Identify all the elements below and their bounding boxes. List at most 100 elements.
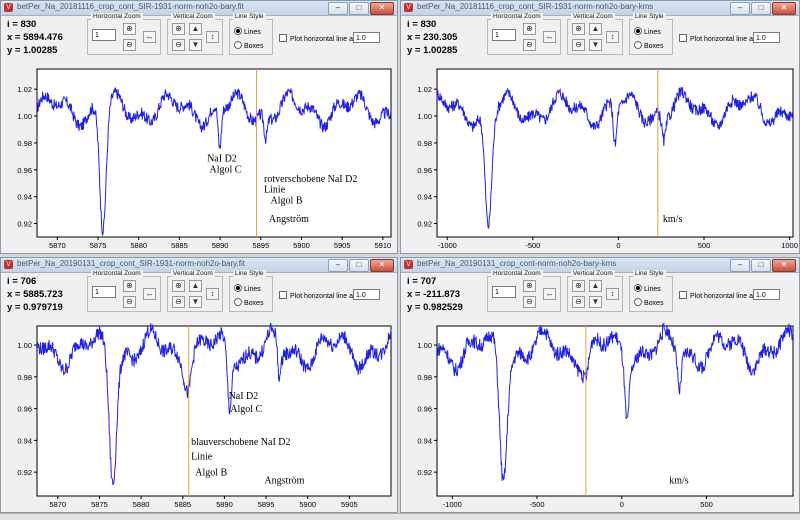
spectrum-plot[interactable]: 0.92 0.94 0.96 0.98 1.00 1.02 5870 5875 5880 5885…: [1, 63, 397, 253]
fit-width-icon[interactable]: ↔: [543, 288, 556, 300]
app-icon: V: [404, 260, 413, 269]
shift-down-icon[interactable]: ▼: [589, 296, 602, 308]
plot-line-input[interactable]: 1.0: [353, 32, 380, 43]
lines-radio[interactable]: Lines: [234, 284, 261, 293]
plot-frame: [36, 68, 392, 238]
line-style-group: Line Style Lines Boxes: [629, 270, 673, 312]
fit-height-icon[interactable]: ↕: [206, 288, 219, 300]
vertical-zoom-label: Vertical Zoom: [571, 13, 615, 20]
boxes-radio[interactable]: Boxes: [634, 41, 663, 50]
spectrum-plot[interactable]: 0.92 0.94 0.96 0.98 1.00 -1000 -500 0 500 km/s: [401, 320, 799, 512]
spectrum-plot[interactable]: 0.92 0.94 0.96 0.98 1.00 5870 5875 5880 5885 5890…: [1, 320, 397, 512]
vzoom-out-icon[interactable]: ⊖: [572, 39, 585, 51]
window-titlebar[interactable]: V betPer_Na_20190131_crop_cont_SIR-1931-…: [1, 258, 397, 273]
vzoom-out-icon[interactable]: ⊖: [172, 296, 185, 308]
line-style-group: Line Style Lines Boxes: [229, 270, 273, 312]
plot-line-label: Plot horizontal line at y =: [690, 293, 767, 300]
boxes-radio[interactable]: Boxes: [634, 298, 663, 307]
plot-line-input[interactable]: 1.0: [353, 289, 380, 300]
y-readout: y = 0.982529: [407, 302, 463, 313]
lines-radio[interactable]: Lines: [634, 284, 661, 293]
horizontal-zoom-input[interactable]: 1: [492, 286, 516, 298]
shift-down-icon[interactable]: ▼: [589, 39, 602, 51]
vzoom-out-icon[interactable]: ⊖: [572, 296, 585, 308]
horizontal-zoom-group: Horizontal Zoom 1 ⊕ ⊖ ↔: [87, 13, 161, 55]
close-button[interactable]: ✕: [370, 259, 394, 272]
plot-line-checkbox[interactable]: Plot horizontal line at y =: [279, 291, 366, 300]
x-tick-label: 5885: [171, 241, 188, 250]
x-tick-label: 5880: [133, 500, 150, 509]
zoom-out-icon[interactable]: ⊖: [123, 39, 136, 51]
zoom-out-icon[interactable]: ⊖: [523, 296, 536, 308]
checkbox-icon: [279, 291, 287, 299]
boxes-radio[interactable]: Boxes: [234, 41, 263, 50]
fit-width-icon[interactable]: ↔: [143, 31, 156, 43]
zoom-in-icon[interactable]: ⊕: [123, 23, 136, 35]
close-button[interactable]: ✕: [772, 259, 796, 272]
close-button[interactable]: ✕: [772, 2, 796, 15]
horizontal-zoom-label: Horizontal Zoom: [491, 270, 543, 277]
x-tick-label: 5885: [174, 500, 191, 509]
plot-line-checkbox[interactable]: Plot horizontal line at y =: [279, 34, 366, 43]
y-tick-label: 0.96: [17, 405, 32, 414]
shift-down-icon[interactable]: ▼: [189, 296, 202, 308]
minimize-button[interactable]: –: [328, 2, 348, 15]
fit-height-icon[interactable]: ↕: [606, 288, 619, 300]
lines-radio[interactable]: Lines: [634, 27, 661, 36]
vzoom-in-icon[interactable]: ⊕: [172, 23, 185, 35]
radio-dot-icon: [234, 27, 242, 35]
zoom-out-icon[interactable]: ⊖: [123, 296, 136, 308]
horizontal-zoom-input[interactable]: 1: [92, 286, 116, 298]
plot-line-checkbox[interactable]: Plot horizontal line at y =: [679, 291, 766, 300]
boxes-label: Boxes: [244, 43, 264, 50]
maximize-button[interactable]: □: [349, 2, 369, 15]
fit-height-icon[interactable]: ↕: [606, 31, 619, 43]
vzoom-in-icon[interactable]: ⊕: [172, 280, 185, 292]
lines-radio[interactable]: Lines: [234, 27, 261, 36]
vzoom-in-icon[interactable]: ⊕: [572, 280, 585, 292]
zoom-out-icon[interactable]: ⊖: [523, 39, 536, 51]
shift-down-icon[interactable]: ▼: [189, 39, 202, 51]
zoom-in-icon[interactable]: ⊕: [523, 280, 536, 292]
annotation-text: km/s: [663, 214, 683, 225]
line-style-label: Line Style: [633, 270, 666, 277]
status-bar: [0, 513, 800, 520]
y-tick-label: 0.98: [17, 139, 32, 148]
vertical-zoom-label: Vertical Zoom: [171, 270, 215, 277]
minimize-button[interactable]: –: [730, 259, 750, 272]
window-titlebar[interactable]: V betPer_Na_20181116_crop_cont_SIR-1931-…: [401, 1, 799, 16]
spectrum-plot[interactable]: 0.92 0.94 0.96 0.98 1.00 1.02 -1000 -500 0 500 100…: [401, 63, 799, 253]
annotation-text: Angström: [269, 214, 309, 225]
horizontal-zoom-input[interactable]: 1: [92, 29, 116, 41]
fit-height-icon[interactable]: ↕: [206, 31, 219, 43]
minimize-button[interactable]: –: [730, 2, 750, 15]
shift-up-icon[interactable]: ▲: [189, 23, 202, 35]
horizontal-zoom-input[interactable]: 1: [492, 29, 516, 41]
maximize-button[interactable]: □: [751, 259, 771, 272]
x-tick-label: -1000: [438, 241, 457, 250]
shift-up-icon[interactable]: ▲: [589, 23, 602, 35]
fit-width-icon[interactable]: ↔: [543, 31, 556, 43]
zoom-in-icon[interactable]: ⊕: [523, 23, 536, 35]
vzoom-in-icon[interactable]: ⊕: [572, 23, 585, 35]
annotation-text: Algol B: [195, 467, 227, 478]
shift-up-icon[interactable]: ▲: [589, 280, 602, 292]
shift-up-icon[interactable]: ▲: [189, 280, 202, 292]
plot-line-input[interactable]: 1.0: [753, 32, 780, 43]
plot-line-input[interactable]: 1.0: [753, 289, 780, 300]
zoom-in-icon[interactable]: ⊕: [123, 280, 136, 292]
vzoom-out-icon[interactable]: ⊖: [172, 39, 185, 51]
boxes-radio[interactable]: Boxes: [234, 298, 263, 307]
close-button[interactable]: ✕: [370, 2, 394, 15]
x-readout: x = 5894.476: [7, 32, 63, 43]
maximize-button[interactable]: □: [751, 2, 771, 15]
index-readout: i = 830: [407, 19, 437, 30]
checkbox-icon: [679, 34, 687, 42]
x-tick-label: 5890: [212, 241, 229, 250]
plot-line-checkbox[interactable]: Plot horizontal line at y =: [679, 34, 766, 43]
spectrum-line: [36, 87, 392, 237]
fit-width-icon[interactable]: ↔: [143, 288, 156, 300]
maximize-button[interactable]: □: [349, 259, 369, 272]
lines-label: Lines: [244, 29, 261, 36]
minimize-button[interactable]: –: [328, 259, 348, 272]
